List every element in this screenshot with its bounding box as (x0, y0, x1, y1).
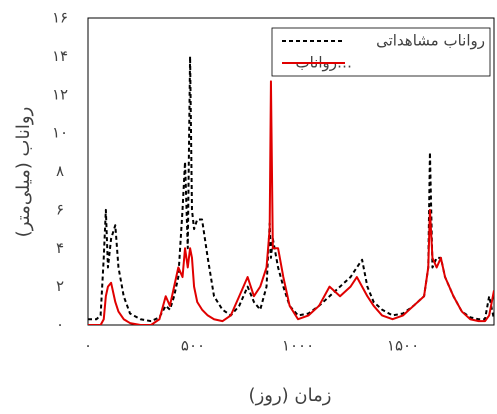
y-tick-label: ۱۴ (52, 47, 68, 65)
y-tick-label: ۱۰ (52, 124, 68, 142)
y-tick-label: ۱۲ (52, 85, 68, 103)
y-tick-label: ۰ (56, 316, 64, 334)
plot-area (88, 55, 494, 325)
y-tick-label: ۱۶ (52, 9, 68, 27)
x-tick-label: ۵۰۰ (181, 337, 205, 355)
x-tick-label: ۱۰۰۰ (282, 337, 314, 355)
y-tick-label: ۸ (56, 162, 64, 180)
x-tick-label: ۱۵۰۰ (387, 337, 419, 355)
legend-box (271, 27, 491, 77)
y-tick-label: ۲ (56, 277, 64, 295)
y-tick-label: ۶ (56, 200, 64, 218)
series-line (88, 55, 494, 323)
legend-label: رواناب مشاهداتی (376, 32, 485, 50)
series-line (88, 80, 494, 325)
x-tick-label: ۰ (84, 337, 92, 355)
y-axis-title: رواناب (میلی‌متر) (13, 107, 34, 238)
x-axis-title: زمان (روز) (249, 385, 332, 406)
y-tick-label: ۴ (56, 239, 64, 257)
plot-frame (87, 17, 495, 326)
